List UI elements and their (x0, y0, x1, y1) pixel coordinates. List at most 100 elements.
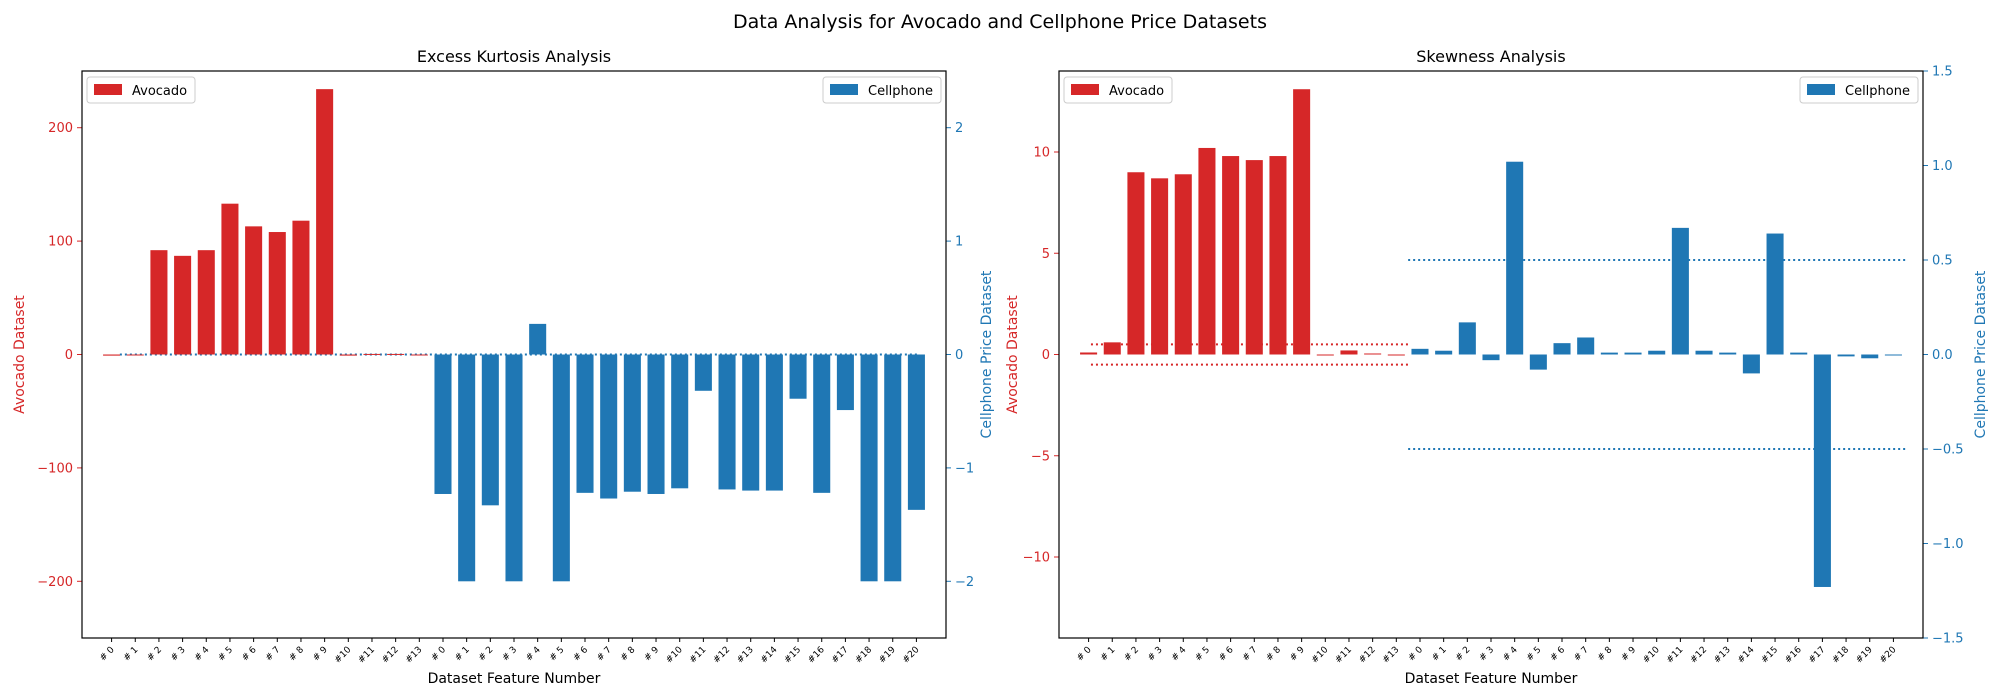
xtick-label: # 6 (1549, 645, 1568, 664)
xtick-label: #19 (877, 645, 898, 666)
cellphone-bar (860, 354, 878, 582)
avocado-bar (1103, 342, 1121, 355)
xtick-label: # 8 (288, 645, 307, 664)
xtick-label: #15 (1760, 645, 1781, 666)
cellphone-bar (481, 354, 499, 506)
xtick-label: # 4 (1170, 645, 1189, 664)
right-y-axis-label: Cellphone Price Dataset (1973, 270, 1989, 438)
xtick-label: # 7 (595, 645, 613, 663)
xtick-label: # 6 (572, 645, 591, 664)
xtick-label: # 3 (169, 645, 187, 663)
xtick-label: #12 (380, 645, 401, 666)
xtick-label: # 9 (1620, 645, 1639, 664)
left-ytick-label: 200 (48, 121, 73, 136)
legend-label: Cellphone (868, 84, 933, 99)
xtick-label: #16 (1783, 645, 1804, 666)
xtick-label: # 4 (524, 645, 543, 664)
avocado-bar (1293, 89, 1311, 355)
avocado-bar (410, 354, 428, 356)
cellphone-bar (789, 354, 807, 399)
xtick-label: #11 (688, 645, 709, 666)
avocado-bar (363, 353, 381, 355)
cellphone-bar (1553, 343, 1571, 355)
avocado-bar (1387, 354, 1405, 356)
cellphone-bar (1648, 350, 1666, 355)
legend-swatch (830, 84, 858, 95)
xtick-label: # 8 (619, 645, 638, 664)
xtick-label: #13 (404, 645, 425, 666)
xtick-label: # 1 (453, 645, 471, 663)
legend-cellphone: Cellphone (1799, 76, 1919, 104)
cellphone-bar (1577, 337, 1595, 355)
xtick-label: # 8 (1596, 645, 1615, 664)
xtick-label: #14 (1736, 645, 1757, 666)
left-ytick-label: 100 (48, 235, 73, 250)
xtick-label: #10 (333, 645, 354, 666)
xtick-label: # 2 (1454, 645, 1472, 663)
xtick-label: # 2 (146, 645, 164, 663)
xtick-label: # 5 (1525, 645, 1543, 663)
xtick-label: #20 (1878, 645, 1899, 666)
cellphone-bar (836, 354, 854, 411)
cellphone-bar (1529, 354, 1547, 370)
right-ytick-label: −1 (955, 461, 974, 476)
xtick-label: # 9 (1288, 645, 1307, 664)
right-ytick-label: 0.0 (1932, 348, 1953, 363)
cellphone-bar (813, 354, 831, 493)
right-ytick-label: 1.5 (1932, 65, 1953, 80)
figure-title: Data Analysis for Avocado and Cellphone … (733, 11, 1267, 33)
cellphone-bar (1671, 227, 1689, 355)
cellphone-bar (1411, 348, 1429, 355)
cellphone-bar (647, 354, 665, 494)
left-y-axis-label: Avocado Dataset (1005, 295, 1021, 414)
cellphone-bar (718, 354, 736, 490)
axes-frame (1058, 70, 1924, 639)
cellphone-bar (1600, 352, 1618, 355)
cellphone-bar (600, 354, 618, 499)
avocado-bar (197, 250, 215, 355)
xtick-label: # 7 (264, 645, 282, 663)
xtick-label: # 6 (1217, 645, 1236, 664)
cellphone-bar (884, 354, 902, 582)
xtick-label: # 2 (477, 645, 495, 663)
xtick-label: #15 (783, 645, 804, 666)
xtick-label: # 1 (1430, 645, 1448, 663)
legend-box (1799, 76, 1919, 104)
cellphone-bar (1790, 352, 1808, 355)
xtick-label: #17 (1807, 645, 1828, 666)
avocado-bar (1340, 350, 1358, 355)
cellphone-bar (1624, 352, 1642, 355)
cellphone-bar (1837, 354, 1855, 357)
xtick-label: #12 (1357, 645, 1378, 666)
legend-label: Avocado (132, 84, 187, 99)
right-ytick-label: 2 (955, 121, 963, 136)
cellphone-bar (576, 354, 594, 493)
legend-swatch (1807, 84, 1835, 95)
xtick-label: # 0 (1407, 645, 1426, 664)
xtick-label: #17 (830, 645, 851, 666)
xtick-label: # 7 (1241, 645, 1259, 663)
cellphone-bar (529, 323, 547, 355)
cellphone-bar (552, 354, 570, 582)
avocado-bar (174, 255, 192, 355)
x-axis-label: Dataset Feature Number (1405, 671, 1578, 687)
cellphone-bar (765, 354, 783, 491)
right-ytick-label: −1.5 (1932, 632, 1964, 647)
avocado-bar (1174, 174, 1192, 355)
avocado-bar (316, 89, 334, 355)
cellphone-bar (1506, 161, 1524, 355)
left-ytick-label: 5 (1042, 247, 1050, 262)
right-ytick-label: 1 (955, 235, 963, 250)
left-y-axis-label: Avocado Dataset (12, 295, 28, 414)
kurtosis-panel: Excess Kurtosis Analysis −200 −100 0 100 200 −… (12, 47, 995, 687)
cellphone-bar (1458, 322, 1476, 355)
xtick-label: #13 (735, 645, 756, 666)
avocado-bar (126, 354, 144, 356)
cellphone-bar (1813, 354, 1831, 587)
avocado-bar (1198, 147, 1216, 355)
cellphone-bar (505, 354, 523, 582)
xtick-label: #16 (806, 645, 827, 666)
xtick-label: #19 (1854, 645, 1875, 666)
xtick-label: # 9 (643, 645, 662, 664)
cellphone-bar (1861, 354, 1879, 359)
